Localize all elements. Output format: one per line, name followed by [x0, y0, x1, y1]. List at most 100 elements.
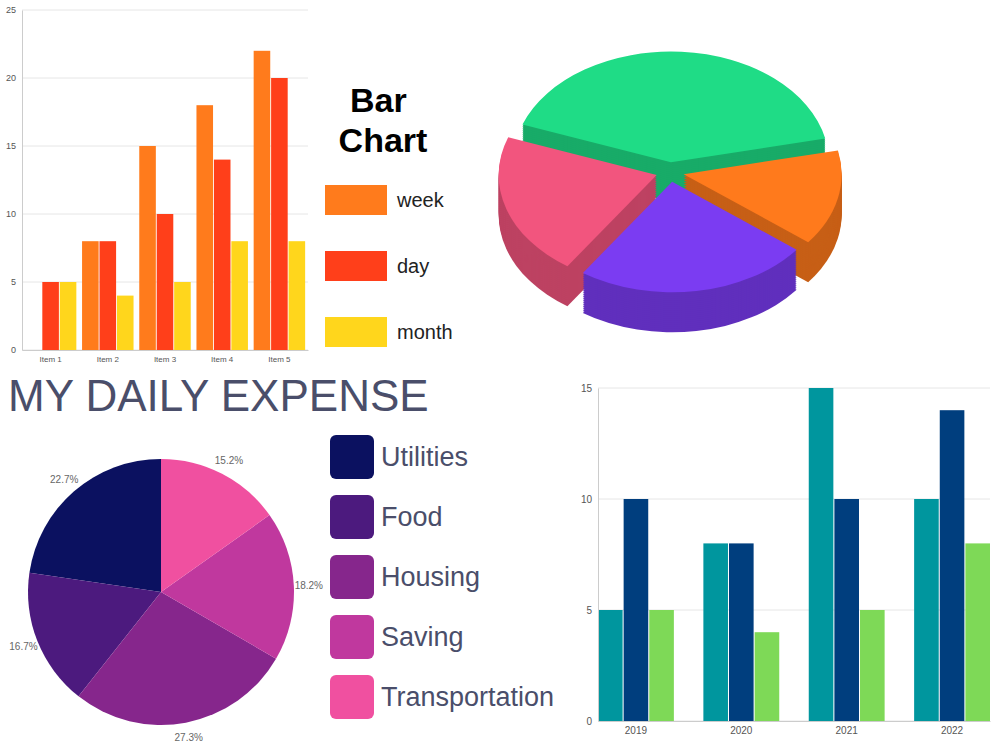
tick-label: 10	[581, 494, 593, 505]
legend-label: Utilities	[381, 442, 468, 472]
tick: Item 5	[268, 350, 291, 364]
slices	[28, 459, 294, 725]
tick: 5	[11, 277, 22, 287]
bar	[755, 632, 780, 721]
tick: Item 3	[154, 350, 177, 364]
bar	[809, 388, 834, 721]
tick-label: Item 2	[97, 355, 120, 364]
tick: 15	[581, 383, 598, 394]
legend-label: month	[397, 321, 453, 343]
slice	[161, 459, 270, 592]
tick-label: Item 1	[39, 355, 62, 364]
slice	[522, 52, 825, 163]
bar	[729, 543, 754, 721]
bar	[157, 214, 174, 350]
bar	[860, 610, 885, 721]
pie-chart	[499, 52, 842, 333]
chart-title: MY DAILY EXPENSE	[8, 371, 429, 420]
tick-label: Item 3	[154, 355, 177, 364]
tick: 25	[6, 5, 22, 15]
y-axis: 0 5 10 15 20 25	[6, 5, 23, 355]
tick: 10	[581, 494, 598, 505]
bar	[914, 499, 939, 721]
data-labels: 22.7%16.7%27.3%18.2%15.2%	[9, 455, 323, 743]
pie-body	[499, 52, 842, 333]
bar	[196, 105, 213, 350]
tick: 2020	[730, 721, 753, 736]
tick-label: 10	[6, 209, 16, 219]
x-axis: Item 1 Item 2 Item 3 Item 4 Item 5	[23, 350, 309, 364]
bar-chart: 0 5 10 15 20 25 Item 1 Item 2 Item 3 Item 4 Item 5…	[6, 5, 453, 363]
pie-body	[28, 459, 294, 725]
tick: 15	[6, 141, 22, 151]
legend-swatch	[330, 675, 374, 719]
axis-line	[23, 350, 309, 351]
tick-label: 2022	[941, 725, 964, 736]
bar	[100, 241, 117, 350]
tick: 2019	[625, 721, 648, 736]
bar	[60, 282, 77, 350]
data-label: 27.3%	[175, 732, 203, 743]
tick-label: 2021	[836, 725, 859, 736]
grid	[22, 10, 308, 350]
bar	[940, 410, 965, 721]
data-label: 22.7%	[50, 474, 78, 485]
bar	[598, 610, 623, 721]
tick-label: Item 4	[211, 355, 234, 364]
legend: UtilitiesFoodHousingSavingTransportation	[330, 435, 554, 719]
legend-label: Transportation	[381, 682, 554, 712]
bar	[82, 241, 99, 350]
legend-label: day	[397, 255, 429, 277]
tick: 20	[6, 73, 22, 83]
legend-swatch	[325, 317, 387, 347]
pie-chart: 22.7%16.7%27.3%18.2%15.2%MY DAILY EXPENS…	[8, 371, 554, 743]
tick: 0	[11, 345, 22, 355]
grid-line	[22, 10, 308, 11]
tick: 0	[586, 716, 598, 727]
bar-chart: 0 5 10 15 2019 2020 2021 2022	[581, 383, 991, 736]
legend-swatch	[330, 615, 374, 659]
tick-label: 0	[586, 716, 592, 727]
tick-label: 2020	[730, 725, 753, 736]
grid-line	[598, 388, 990, 389]
axis-line	[598, 389, 599, 722]
grid	[598, 388, 990, 721]
y-axis: 0 5 10 15	[581, 383, 599, 727]
bars	[598, 388, 990, 721]
bar	[703, 543, 728, 721]
legend-swatch	[330, 435, 374, 479]
tick-label: 0	[11, 345, 16, 355]
tick-label: 20	[6, 73, 16, 83]
tick: 5	[586, 605, 598, 616]
legend-label: Housing	[381, 562, 480, 592]
bar	[174, 282, 191, 350]
tick-label: 5	[586, 605, 592, 616]
legend-label: week	[396, 189, 445, 211]
slice	[499, 137, 657, 266]
bar	[965, 543, 990, 721]
tick: 2022	[941, 721, 964, 736]
axis-line	[22, 11, 23, 351]
tick-label: Item 5	[268, 355, 291, 364]
bar	[214, 160, 231, 350]
tick-label: 15	[6, 141, 16, 151]
tick: Item 4	[211, 350, 234, 364]
bar	[649, 610, 674, 721]
tick-label: 2019	[625, 725, 648, 736]
tick: 10	[6, 209, 22, 219]
chart-title: Bar Chart	[339, 81, 428, 159]
slice	[29, 459, 161, 592]
bar	[139, 146, 156, 350]
bar	[834, 499, 859, 721]
canvas: 0 5 10 15 20 25 Item 1 Item 2 Item 3 Item 4 Item 5…	[0, 0, 1000, 750]
bar	[289, 241, 306, 350]
x-axis: 2019 2020 2021 2022	[599, 721, 991, 736]
data-label: 18.2%	[295, 580, 323, 591]
slices	[499, 52, 842, 293]
tick: Item 2	[97, 350, 120, 364]
data-label: 16.7%	[9, 641, 37, 652]
tick-label: 15	[581, 383, 593, 394]
bar	[231, 241, 248, 350]
tick: 2021	[836, 721, 859, 736]
legend: week day month	[325, 185, 453, 347]
